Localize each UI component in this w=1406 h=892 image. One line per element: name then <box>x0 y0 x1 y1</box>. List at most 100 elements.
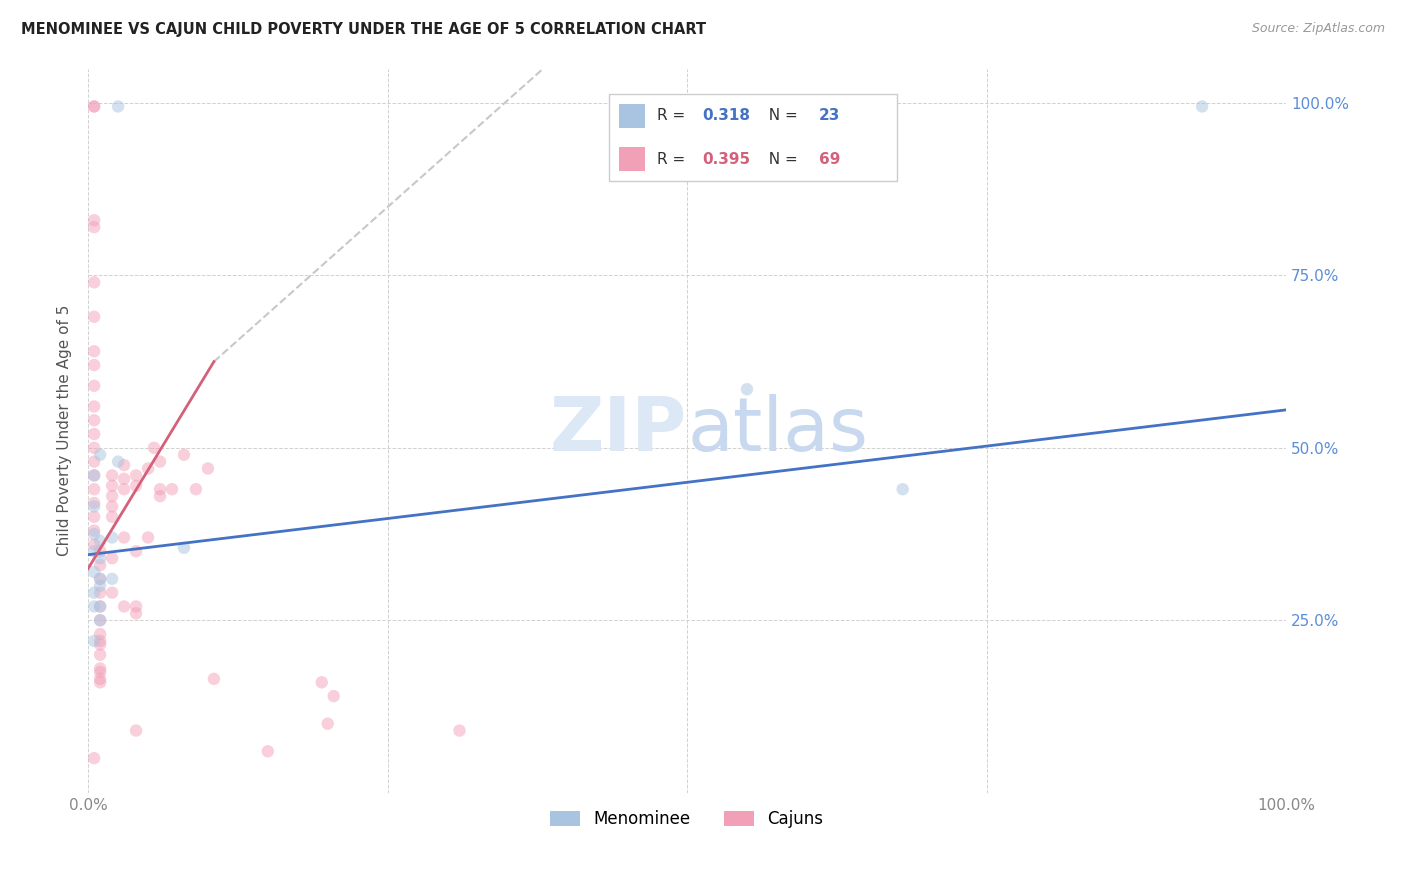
Point <box>316 716 339 731</box>
Point <box>83 482 105 496</box>
Point <box>322 689 344 703</box>
Point <box>173 541 195 555</box>
Point <box>173 448 195 462</box>
Point <box>89 613 111 627</box>
Point <box>83 99 105 113</box>
Point <box>101 489 124 503</box>
Point <box>83 413 105 427</box>
Point <box>89 599 111 614</box>
Point <box>83 544 105 558</box>
Point <box>256 744 278 758</box>
Text: ZIP: ZIP <box>550 394 688 467</box>
Point <box>89 627 111 641</box>
Point <box>83 427 105 442</box>
Point <box>83 310 105 324</box>
Point <box>1191 99 1213 113</box>
Point <box>89 634 111 648</box>
Point <box>184 482 207 496</box>
Point <box>89 648 111 662</box>
Point <box>449 723 471 738</box>
Point <box>83 275 105 289</box>
Point <box>89 572 111 586</box>
Point <box>101 572 124 586</box>
Point <box>136 461 159 475</box>
Point <box>101 500 124 514</box>
Text: 0.318: 0.318 <box>703 108 751 123</box>
Point <box>101 509 124 524</box>
Point <box>89 665 111 679</box>
Point <box>101 585 124 599</box>
Point <box>89 579 111 593</box>
Point <box>83 99 105 113</box>
Text: 23: 23 <box>818 108 841 123</box>
Point <box>202 672 225 686</box>
Point <box>112 531 135 545</box>
Point <box>89 613 111 627</box>
Point <box>89 585 111 599</box>
Point <box>112 458 135 472</box>
Point <box>112 482 135 496</box>
Point <box>89 572 111 586</box>
Point <box>83 400 105 414</box>
Point <box>125 468 148 483</box>
Point <box>101 551 124 566</box>
Point <box>83 527 105 541</box>
Point <box>83 500 105 514</box>
Point <box>83 358 105 372</box>
Point <box>83 634 105 648</box>
Point <box>143 441 166 455</box>
Point <box>89 448 111 462</box>
Point <box>149 489 172 503</box>
Text: N =: N = <box>759 152 803 167</box>
Point <box>101 479 124 493</box>
Point <box>149 455 172 469</box>
Point <box>125 479 148 493</box>
Point <box>160 482 183 496</box>
Point <box>735 382 758 396</box>
Point <box>83 468 105 483</box>
FancyBboxPatch shape <box>619 147 645 171</box>
Point <box>83 468 105 483</box>
Point <box>112 599 135 614</box>
Point <box>83 565 105 579</box>
Point <box>311 675 333 690</box>
Text: Source: ZipAtlas.com: Source: ZipAtlas.com <box>1251 22 1385 36</box>
Point <box>125 544 148 558</box>
Point <box>89 551 111 566</box>
Text: 0.395: 0.395 <box>703 152 751 167</box>
Point <box>83 441 105 455</box>
Point <box>112 472 135 486</box>
Point <box>89 533 111 548</box>
Point <box>101 531 124 545</box>
Point <box>83 455 105 469</box>
Text: MENOMINEE VS CAJUN CHILD POVERTY UNDER THE AGE OF 5 CORRELATION CHART: MENOMINEE VS CAJUN CHILD POVERTY UNDER T… <box>21 22 706 37</box>
Point <box>83 378 105 392</box>
Y-axis label: Child Poverty Under the Age of 5: Child Poverty Under the Age of 5 <box>58 305 72 557</box>
Text: R =: R = <box>657 108 690 123</box>
Point <box>891 482 914 496</box>
Text: R =: R = <box>657 152 690 167</box>
Point <box>149 482 172 496</box>
Point <box>107 99 129 113</box>
Point <box>83 585 105 599</box>
Point <box>89 558 111 572</box>
Point <box>89 675 111 690</box>
Point <box>89 599 111 614</box>
Text: atlas: atlas <box>688 394 868 467</box>
FancyBboxPatch shape <box>619 103 645 128</box>
Point <box>107 455 129 469</box>
Point <box>83 344 105 359</box>
Point <box>89 661 111 675</box>
Point <box>83 537 105 551</box>
Point <box>197 461 219 475</box>
Point <box>89 637 111 651</box>
Point <box>83 751 105 765</box>
Point <box>125 599 148 614</box>
Point <box>101 468 124 483</box>
Point <box>83 496 105 510</box>
Point <box>83 599 105 614</box>
FancyBboxPatch shape <box>609 94 897 181</box>
Point <box>83 524 105 538</box>
Point <box>89 544 111 558</box>
Point <box>83 509 105 524</box>
